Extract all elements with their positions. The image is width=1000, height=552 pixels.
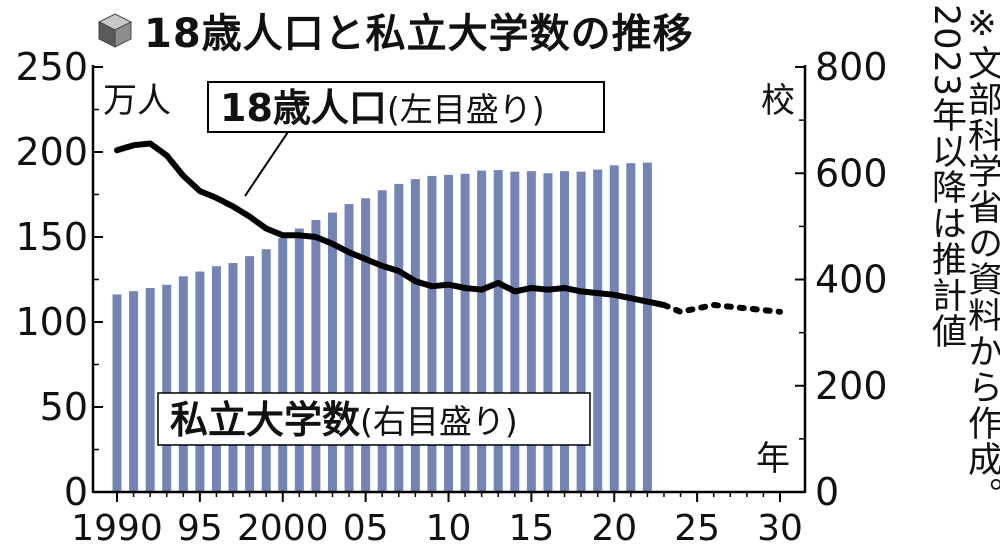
bar-1990 (112, 294, 122, 492)
right-axis-unit: 校 (761, 81, 795, 121)
chart-title-row: 18歳人口と私立大学数の推移 (96, 4, 694, 57)
bar-2011 (460, 173, 470, 492)
bar-2005 (361, 198, 371, 492)
right-tick-label: 200 (815, 364, 888, 408)
bar-2012 (477, 170, 487, 492)
population-label-leader (244, 131, 289, 197)
x-tick-label: 15 (508, 508, 554, 549)
bar-2022 (642, 162, 652, 492)
x-tick-label: 20 (591, 508, 637, 549)
population-label-name: 18歳人口 (220, 86, 387, 130)
bar-2013 (493, 170, 503, 492)
bar-2002 (311, 220, 321, 492)
bar-1997 (228, 263, 238, 492)
right-tick-label: 400 (815, 258, 888, 302)
bar-2015 (526, 171, 536, 492)
right-tick-label: 0 (815, 470, 839, 514)
population-label-box (207, 81, 605, 133)
universities-label-box (157, 392, 591, 446)
population-line (114, 140, 667, 308)
left-axis-unit: 万人 (103, 81, 171, 121)
x-tick-label: 95 (177, 508, 223, 549)
bar-2009 (427, 175, 437, 492)
bar-2006 (377, 190, 387, 492)
bar-2018 (576, 171, 586, 492)
x-tick-label: 10 (426, 508, 472, 549)
chart-title: 18歳人口と私立大学数の推移 (144, 11, 694, 57)
x-tick-label: 1990 (71, 508, 163, 549)
source-note: ※文部科学省の資料から作成。2023年以降は推計値 (930, 4, 1000, 513)
population-label-axis: (左目盛り) (387, 90, 545, 129)
bar-2004 (344, 204, 354, 492)
bar-1991 (129, 291, 139, 492)
bar-1996 (211, 266, 221, 492)
right-tick-label: 800 (815, 45, 888, 89)
bar-2000 (278, 238, 288, 492)
left-tick-label: 50 (40, 385, 88, 429)
cube-icon (97, 13, 133, 48)
bar-2014 (510, 171, 520, 492)
right-tick-label: 600 (815, 151, 888, 195)
bar-2016 (543, 173, 553, 492)
left-tick-label: 0 (64, 470, 88, 514)
bar-2020 (609, 165, 619, 492)
bar-1994 (178, 276, 188, 492)
x-axis-unit: 年 (756, 439, 790, 479)
x-tick-label: 2000 (237, 508, 329, 549)
bar-2021 (626, 163, 636, 492)
bar-1999 (261, 249, 271, 492)
bar-2003 (327, 212, 337, 492)
x-tick-label: 05 (343, 508, 389, 549)
universities-label-name: 私立大学数 (170, 398, 360, 442)
universities-label: 私立大学数(右目盛り) (170, 398, 518, 442)
left-tick-label: 200 (15, 130, 88, 174)
bar-2019 (593, 169, 603, 492)
bar-1992 (145, 288, 155, 492)
bar-2008 (410, 179, 420, 492)
bar-2010 (444, 174, 453, 492)
x-tick-label: 25 (674, 508, 720, 549)
bar-1993 (162, 284, 172, 492)
population-label: 18歳人口(左目盛り) (220, 86, 545, 130)
bar-2017 (560, 171, 570, 492)
bar-2007 (394, 183, 404, 492)
x-tick-label: 30 (757, 508, 803, 549)
left-tick-label: 100 (15, 300, 88, 344)
bar-1995 (195, 271, 205, 492)
bar-1998 (245, 256, 255, 492)
population-projected-line (661, 301, 783, 315)
left-tick-label: 250 (15, 45, 88, 89)
universities-label-axis: (右目盛り) (360, 402, 518, 441)
bar-2001 (294, 228, 304, 492)
left-tick-label: 150 (15, 215, 88, 259)
